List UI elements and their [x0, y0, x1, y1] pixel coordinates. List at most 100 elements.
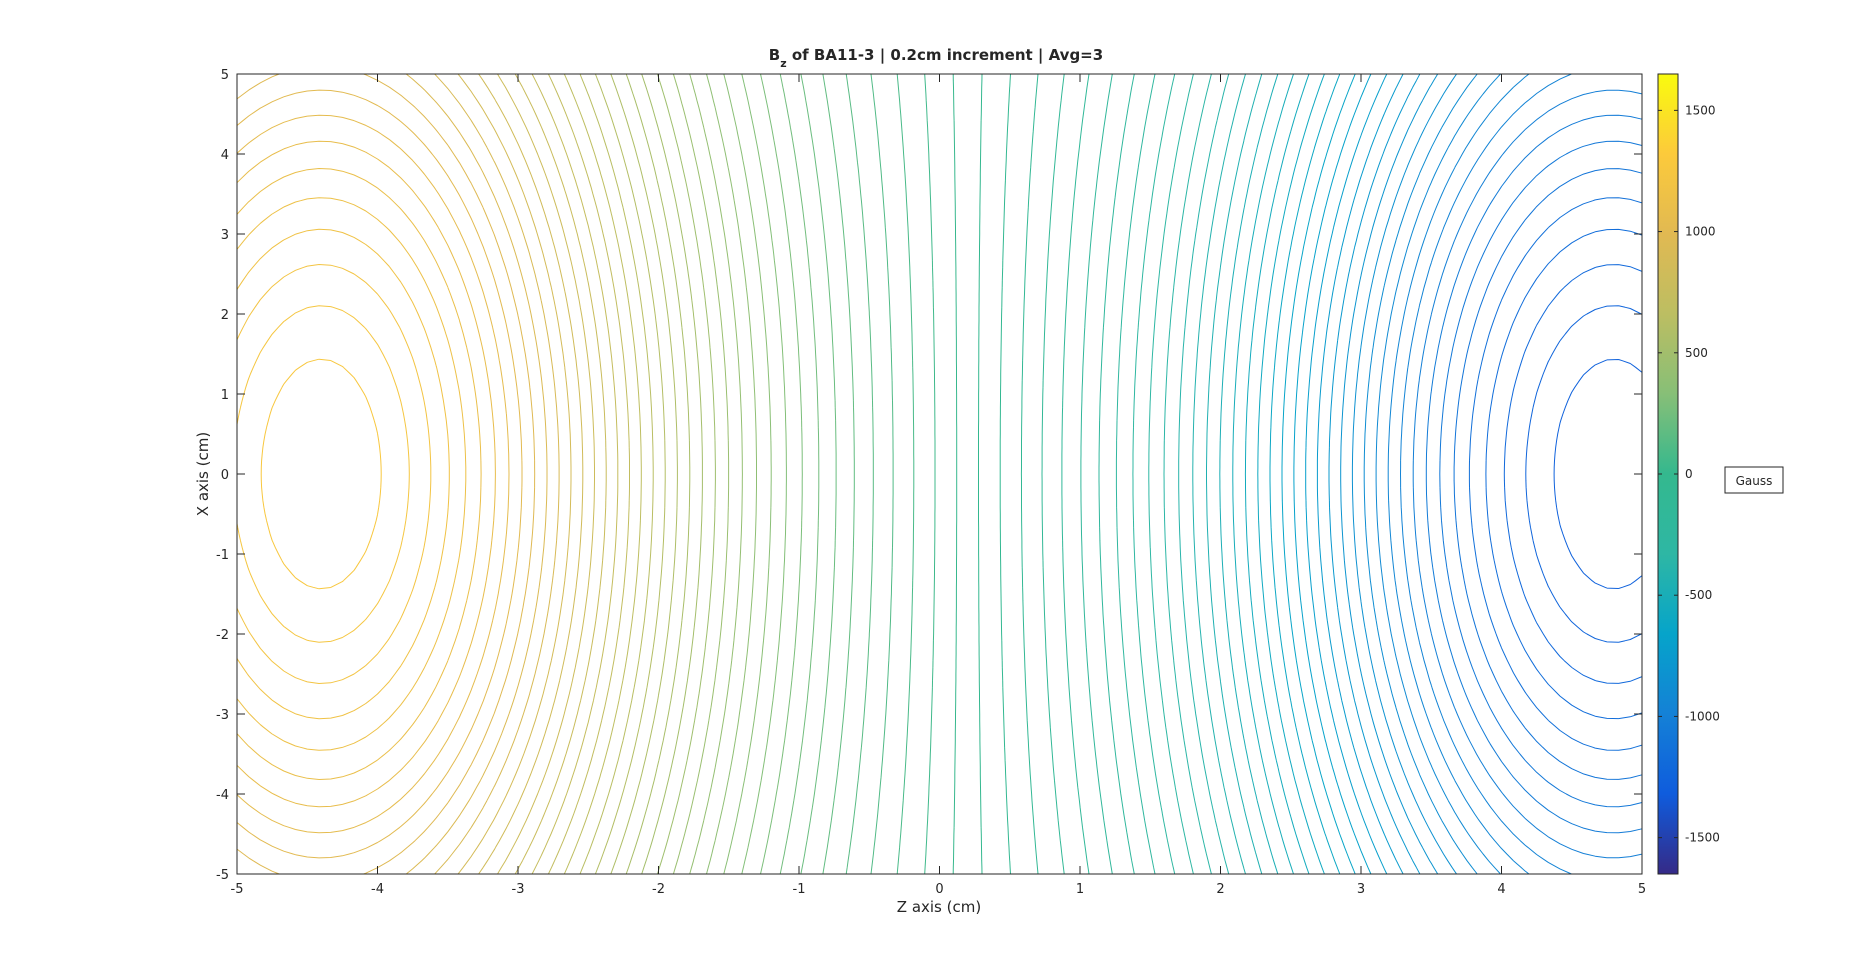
contour-line — [236, 228, 450, 720]
colorbar-ticks: -1500 -1000 -500 0 500 1000 1500 — [1658, 103, 1720, 845]
contour-line — [514, 73, 607, 875]
x-tick-label: -3 — [512, 882, 525, 897]
contour-line — [478, 73, 584, 875]
plot-frame — [236, 73, 1643, 875]
contour-line — [1328, 73, 1421, 875]
contour-line — [236, 73, 536, 875]
colorbar-tick-label: -500 — [1685, 588, 1712, 602]
x-tick-label: 4 — [1497, 882, 1505, 897]
y-tick-label: -4 — [216, 788, 229, 803]
contour-line — [641, 73, 703, 875]
contour-line — [457, 73, 572, 875]
contour-line — [952, 73, 958, 875]
contour-line — [1387, 73, 1530, 875]
contour-line — [1080, 73, 1113, 875]
y-tick-label: -2 — [216, 628, 229, 643]
contour-line — [236, 140, 496, 808]
contour-line — [760, 73, 803, 875]
contour-line — [236, 89, 523, 859]
x-tick-label: 0 — [935, 882, 943, 897]
colorbar-tick-label: -1000 — [1685, 709, 1720, 723]
contour-line — [1206, 73, 1263, 875]
contour-line — [689, 73, 743, 875]
colorbar-tick-label: 500 — [1685, 346, 1708, 360]
contour-line — [625, 73, 691, 875]
contour-lines — [236, 73, 1643, 875]
contour-line — [822, 73, 855, 875]
contour-line — [999, 73, 1011, 875]
contour-line — [1305, 73, 1388, 875]
contour-line — [405, 73, 548, 875]
contour-line — [236, 305, 410, 643]
contour-line — [1363, 73, 1478, 875]
axis-ticks: -5 -4 -3 -2 -1 0 1 2 3 4 5 -5 -4 -3 -2 -1 0 1 2 3 4 5 — [216, 68, 1646, 897]
contour-line — [1412, 89, 1643, 859]
contour-line — [1453, 168, 1643, 780]
contour-line — [672, 73, 730, 875]
contour-line — [1192, 73, 1246, 875]
contour-line — [236, 264, 432, 684]
contour-line — [656, 73, 716, 875]
chart-title-main: B — [769, 46, 780, 64]
contour-line — [1148, 73, 1194, 875]
contour-line — [1098, 73, 1135, 875]
contour-line — [434, 73, 560, 875]
y-tick-label: -1 — [216, 548, 229, 563]
contour-line — [610, 73, 678, 875]
y-axis-label: X axis (cm) — [194, 432, 212, 516]
contour-line — [236, 168, 482, 780]
contour-line — [1503, 264, 1643, 684]
y-tick-label: 5 — [221, 68, 229, 83]
colorbar-tick-label: -1500 — [1685, 831, 1720, 845]
x-tick-label: 5 — [1638, 882, 1646, 897]
contour-line — [1257, 73, 1325, 875]
contour-line — [1468, 197, 1643, 751]
contour-line — [1425, 114, 1643, 834]
chart-title-subscript: z — [780, 57, 786, 70]
y-tick-label: 0 — [221, 468, 229, 483]
contour-line — [1132, 73, 1176, 875]
contour-line — [1163, 73, 1212, 875]
contour-line — [706, 73, 757, 875]
contour-line — [1316, 73, 1404, 875]
x-axis-label: Z axis (cm) — [897, 898, 981, 916]
contour-line — [579, 73, 654, 875]
x-tick-label: 3 — [1357, 882, 1365, 897]
contour-line — [1293, 73, 1372, 875]
contour-line — [1020, 73, 1039, 875]
contour-line — [723, 73, 772, 875]
contour-line — [870, 73, 894, 875]
contour-line — [1351, 73, 1458, 875]
contour-line — [1281, 73, 1356, 875]
contour-line — [978, 73, 983, 875]
contour-line — [800, 73, 837, 875]
x-tick-label: -4 — [371, 882, 384, 897]
contour-line — [236, 197, 467, 751]
contour-line — [1400, 73, 1572, 875]
contour-line — [1178, 73, 1230, 875]
contour-line — [1244, 73, 1310, 875]
contour-line — [531, 73, 619, 875]
y-tick-label: -5 — [216, 868, 229, 883]
contour-line — [1041, 73, 1065, 875]
x-tick-label: -1 — [793, 882, 806, 897]
chart-title-rest: of BA11-3 | 0.2cm increment | Avg=3 — [787, 46, 1104, 65]
contour-line — [1115, 73, 1156, 875]
contour-line — [741, 73, 787, 875]
contour-line — [236, 114, 510, 834]
colorbar-tick-label: 1000 — [1685, 225, 1716, 239]
y-tick-label: 2 — [221, 308, 229, 323]
contour-line — [845, 73, 874, 875]
contour-line — [1485, 228, 1643, 720]
contour-line — [563, 73, 642, 875]
contour-line — [1553, 359, 1643, 589]
contour-line — [547, 73, 630, 875]
contour-line — [497, 73, 595, 875]
contour-line — [1219, 73, 1279, 875]
contour-line — [594, 73, 666, 875]
chart-title: Bz of BA11-3 | 0.2cm increment | Avg=3 — [769, 46, 1103, 70]
colorbar-unit-label: Gauss — [1736, 474, 1773, 488]
contour-line — [1439, 140, 1643, 808]
contour-line — [924, 73, 936, 875]
contour-line — [1232, 73, 1294, 875]
